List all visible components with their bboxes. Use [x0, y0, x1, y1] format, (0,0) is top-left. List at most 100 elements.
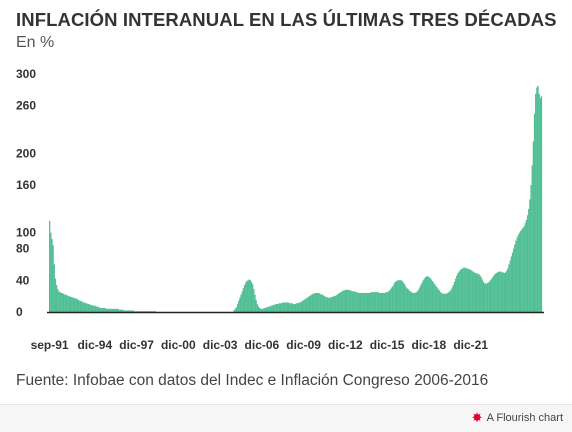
- bar: [429, 277, 431, 312]
- bar: [59, 292, 61, 312]
- bar: [406, 288, 408, 312]
- bar: [86, 303, 88, 312]
- bar: [314, 292, 316, 312]
- bar: [365, 292, 367, 312]
- bar: [301, 300, 304, 312]
- bar: [538, 93, 540, 312]
- bar: [415, 292, 417, 312]
- bar: [263, 308, 265, 312]
- bar: [120, 309, 123, 312]
- bar: [377, 292, 379, 312]
- bar: [451, 287, 453, 312]
- bar: [480, 277, 482, 312]
- bar: [71, 296, 73, 312]
- bar: [151, 311, 153, 312]
- bar: [507, 268, 509, 312]
- bar: [141, 311, 144, 312]
- bar: [108, 308, 110, 312]
- bar: [55, 285, 58, 312]
- bar: [257, 306, 260, 312]
- bar: [413, 292, 415, 312]
- bar: [419, 287, 421, 312]
- bar: [322, 295, 325, 312]
- bar: [275, 304, 277, 312]
- chart-title: INFLACIÓN INTERANUAL EN LAS ÚLTIMAS TRES…: [16, 9, 557, 30]
- bar: [140, 311, 142, 312]
- bar: [94, 305, 96, 312]
- bar: [304, 299, 306, 312]
- bar: [394, 281, 396, 312]
- bar: [49, 220, 51, 312]
- bar: [297, 303, 299, 312]
- bar: [344, 289, 347, 312]
- bar: [74, 298, 76, 312]
- bar: [104, 308, 106, 312]
- bar: [50, 232, 52, 312]
- bar: [385, 292, 387, 312]
- bar: [268, 306, 270, 312]
- bar: [408, 290, 410, 312]
- bar: [537, 85, 539, 313]
- bar: [523, 226, 525, 312]
- bar: [258, 308, 261, 312]
- bar: [119, 309, 122, 312]
- x-tick-label: dic-21: [453, 338, 488, 352]
- bar: [107, 308, 109, 312]
- bar: [238, 300, 240, 312]
- bar: [401, 281, 403, 312]
- bar: [453, 281, 456, 312]
- bar: [427, 276, 429, 312]
- x-tick-label: dic-09: [286, 338, 321, 352]
- bar: [252, 284, 254, 312]
- bar: [525, 219, 528, 312]
- bar: [315, 292, 318, 312]
- bar: [326, 296, 328, 312]
- bar: [493, 275, 495, 312]
- bar: [355, 292, 357, 312]
- bar: [88, 304, 90, 312]
- x-tick-label: dic-12: [328, 338, 363, 352]
- bar: [387, 291, 390, 312]
- bar: [313, 293, 315, 312]
- bar: [234, 308, 236, 312]
- bar: [521, 229, 523, 312]
- bar: [497, 271, 500, 312]
- bar: [437, 288, 439, 312]
- bar: [412, 292, 414, 312]
- bar: [400, 280, 402, 312]
- bar: [388, 290, 391, 312]
- bar: [136, 311, 138, 312]
- y-tick-label: 300: [16, 67, 36, 81]
- bar: [482, 281, 485, 312]
- bar: [352, 291, 355, 312]
- bar: [417, 289, 420, 312]
- x-tick-label: sep-91: [31, 338, 69, 352]
- bar: [494, 273, 496, 312]
- bar: [372, 292, 374, 312]
- bar: [131, 310, 133, 312]
- bar: [513, 248, 515, 312]
- bar: [502, 272, 504, 312]
- bar: [384, 292, 386, 312]
- bar: [540, 96, 543, 313]
- y-tick-label: 200: [16, 146, 36, 160]
- bar: [474, 273, 477, 312]
- bar: [95, 306, 97, 312]
- bar: [272, 304, 275, 312]
- bar: [414, 292, 416, 312]
- bar: [470, 269, 472, 312]
- bar: [332, 296, 334, 312]
- bar: [284, 302, 286, 312]
- bar: [290, 303, 292, 312]
- bar: [379, 292, 381, 312]
- bar: [69, 296, 72, 312]
- bar: [439, 292, 442, 312]
- bar: [249, 280, 251, 312]
- bar: [149, 311, 152, 312]
- bar: [334, 296, 336, 312]
- bar: [517, 235, 519, 312]
- bar: [461, 268, 464, 312]
- flourish-credit-link[interactable]: ✸ A Flourish chart: [472, 411, 563, 424]
- bar: [130, 310, 132, 312]
- y-tick-label: 80: [16, 242, 30, 256]
